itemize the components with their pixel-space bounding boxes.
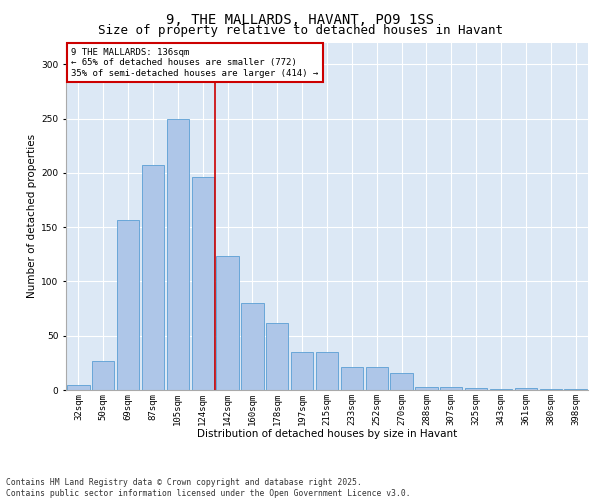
Bar xyxy=(490,389,512,390)
Bar xyxy=(440,386,463,390)
Bar xyxy=(142,165,164,390)
Bar xyxy=(391,372,413,390)
Bar xyxy=(266,322,289,390)
Bar xyxy=(241,303,263,390)
Bar xyxy=(67,384,89,390)
Bar xyxy=(365,367,388,390)
Bar xyxy=(167,118,189,390)
X-axis label: Distribution of detached houses by size in Havant: Distribution of detached houses by size … xyxy=(197,429,457,439)
Bar xyxy=(341,367,363,390)
Text: 9, THE MALLARDS, HAVANT, PO9 1SS: 9, THE MALLARDS, HAVANT, PO9 1SS xyxy=(166,12,434,26)
Bar xyxy=(316,352,338,390)
Text: Size of property relative to detached houses in Havant: Size of property relative to detached ho… xyxy=(97,24,503,37)
Bar xyxy=(515,388,537,390)
Bar xyxy=(217,256,239,390)
Bar xyxy=(539,389,562,390)
Text: Contains HM Land Registry data © Crown copyright and database right 2025.
Contai: Contains HM Land Registry data © Crown c… xyxy=(6,478,410,498)
Bar xyxy=(465,388,487,390)
Bar xyxy=(291,352,313,390)
Y-axis label: Number of detached properties: Number of detached properties xyxy=(27,134,37,298)
Bar xyxy=(565,389,587,390)
Bar xyxy=(191,177,214,390)
Bar xyxy=(117,220,139,390)
Bar xyxy=(92,360,115,390)
Bar xyxy=(415,386,437,390)
Text: 9 THE MALLARDS: 136sqm
← 65% of detached houses are smaller (772)
35% of semi-de: 9 THE MALLARDS: 136sqm ← 65% of detached… xyxy=(71,48,319,78)
